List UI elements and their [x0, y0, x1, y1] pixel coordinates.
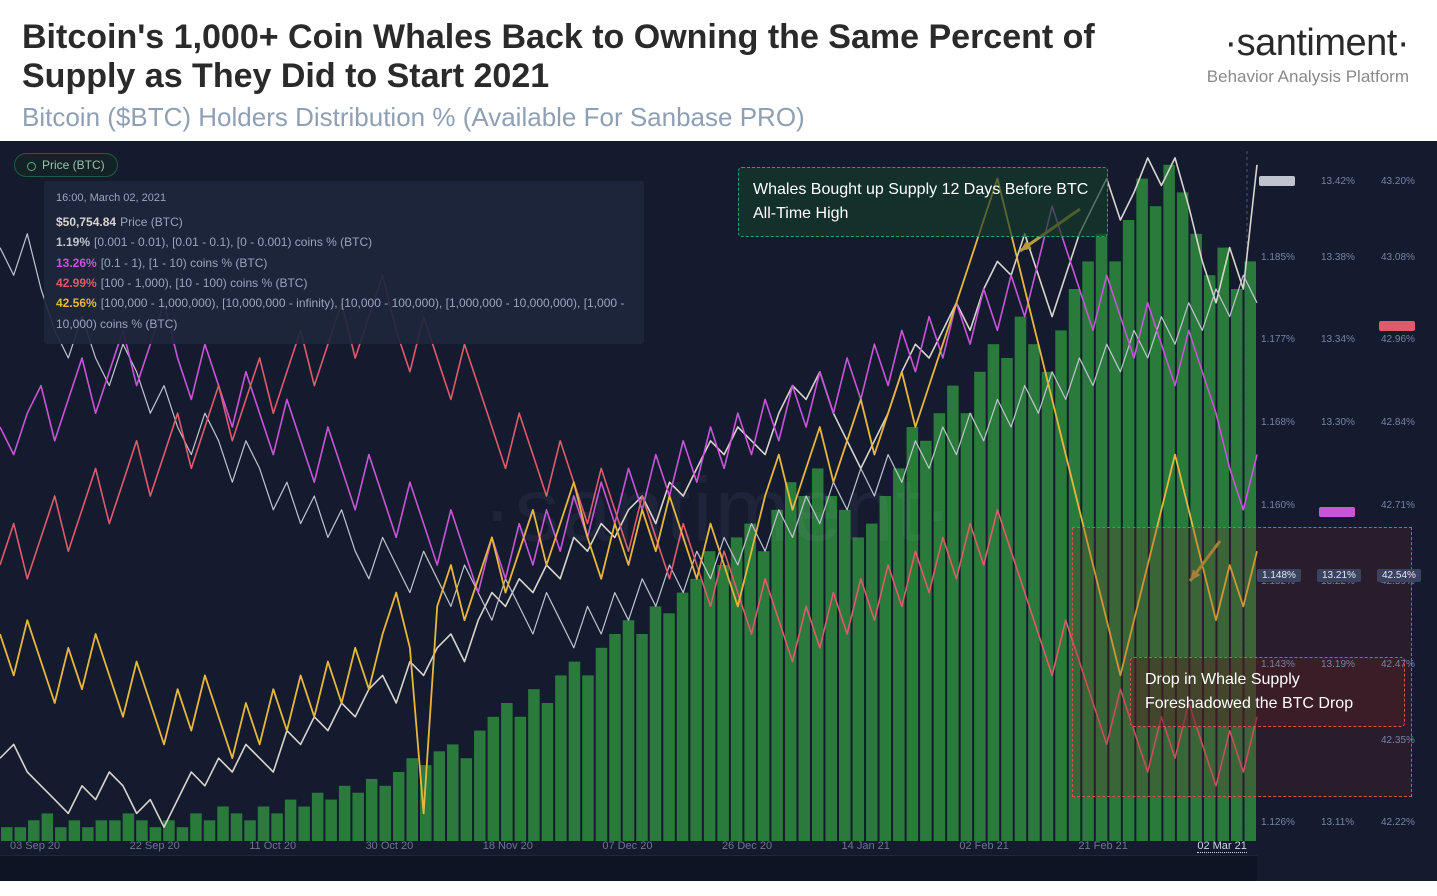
- annotation-green: Whales Bought up Supply 12 Days Before B…: [738, 167, 1108, 237]
- brand-logo-text: ·santiment·: [1207, 22, 1409, 65]
- page-subtitle: Bitcoin ($BTC) Holders Distribution % (A…: [22, 102, 1207, 133]
- chart-area[interactable]: ·santiment· Price (BTC) 16:00, March 02,…: [0, 141, 1437, 881]
- page-title: Bitcoin's 1,000+ Coin Whales Back to Own…: [22, 18, 1207, 96]
- x-axis: 03 Sep 2022 Sep 2011 Oct 2030 Oct 2018 N…: [0, 840, 1257, 853]
- header: Bitcoin's 1,000+ Coin Whales Back to Own…: [0, 0, 1437, 141]
- tooltip-timestamp: 16:00, March 02, 2021: [56, 189, 632, 208]
- mini-timeline[interactable]: [0, 855, 1257, 881]
- price-pill[interactable]: Price (BTC): [14, 153, 118, 177]
- hover-tooltip: 16:00, March 02, 2021 $50,754.84Price (B…: [44, 181, 644, 344]
- y-axes: 1.185%1.177%1.168%1.160%1.152%1.143%1.12…: [1257, 141, 1437, 831]
- brand-block: ·santiment· Behavior Analysis Platform: [1207, 18, 1409, 87]
- brand-tagline: Behavior Analysis Platform: [1207, 67, 1409, 87]
